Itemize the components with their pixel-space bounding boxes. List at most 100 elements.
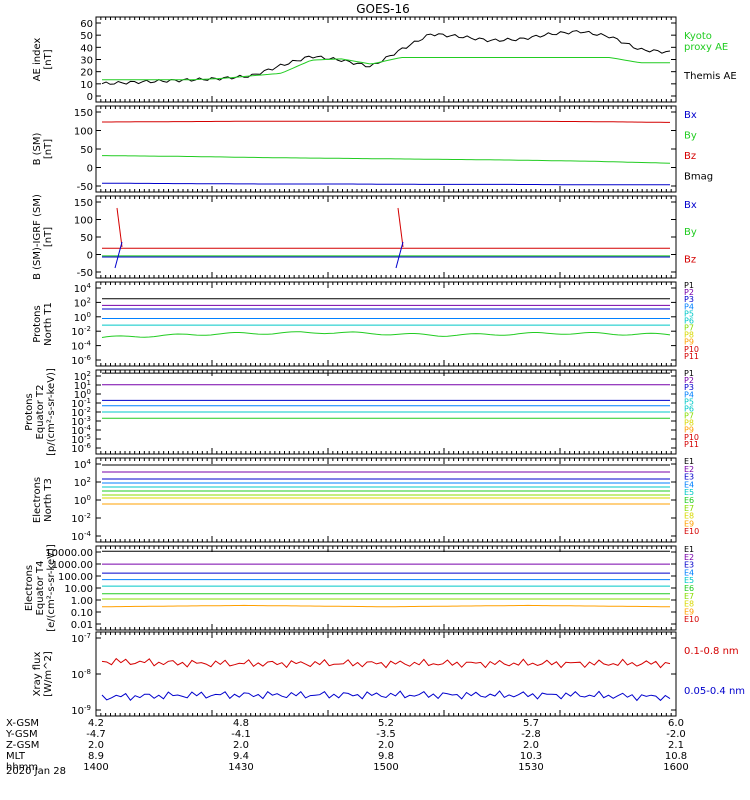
x-axis-tick-value: 2.0: [88, 740, 104, 751]
y-tick-label: 10-9: [71, 704, 91, 717]
y-tick-label: 50: [80, 145, 93, 156]
x-axis-row-label: Z-GSM: [6, 740, 39, 751]
legend-entry: E8: [684, 600, 694, 609]
x-axis-tick-value: 1600: [663, 762, 688, 773]
legend-entry: P1: [684, 369, 694, 378]
y-tick-label: 104: [74, 458, 92, 471]
x-axis-row-label: MLT: [6, 751, 26, 762]
legend-entry: P4: [684, 390, 694, 399]
y-axis-label: B (SM)[nT]: [32, 132, 54, 165]
x-axis-tick-value: 1530: [518, 762, 543, 773]
legend-entry: E6: [684, 584, 694, 593]
x-axis-tick-value: 2.0: [233, 740, 249, 751]
legend-entry: P11: [684, 440, 699, 449]
legend-entry: E2: [684, 465, 694, 474]
y-tick-label: 102: [74, 296, 91, 309]
series-line-by: [102, 155, 671, 164]
legend-entry: E3: [684, 473, 694, 482]
panel-xray: 10-7 10-8 10-9 Xray flux[W/m^2] 0.1-0.8 nm 0.…: [32, 631, 745, 717]
y-tick-label: 10-4: [71, 424, 91, 437]
y-axis-label: ProtonsEquator T2[p/(cm²-s-sr-keV)]: [24, 368, 57, 456]
legend-entry: E2: [684, 553, 694, 562]
y-tick-label: 10-6: [71, 354, 91, 367]
legend-entry: P3: [684, 383, 694, 392]
date-label: 2020 Jan 28: [6, 766, 66, 777]
y-tick-label: 10000.00: [45, 548, 93, 559]
legend-entry: Themis AE: [683, 71, 737, 82]
legend-entry: P8: [684, 419, 694, 428]
series-line-e8: [102, 604, 670, 608]
x-axis-table: X-GSMY-GSMZ-GSMMLThhmm4.2-4.72.08.914004…: [5, 718, 689, 773]
y-tick-label: 0: [87, 92, 93, 103]
x-axis-tick-value: 1400: [83, 762, 108, 773]
series-line-0-1-0-8-nm: [101, 657, 671, 669]
y-tick-label: 10-4: [71, 340, 91, 353]
legend-entry: E10: [684, 527, 699, 536]
x-axis-tick-value: 5.2: [378, 718, 394, 729]
y-tick-label: 10-6: [71, 442, 91, 455]
legend-entry: P4: [684, 302, 694, 311]
legend-entry: Bz: [684, 254, 696, 265]
panel-et3: 104 102 100 10-2 10-4 ElectronsNorth T3 E1E2E3…: [32, 457, 699, 543]
legend-entry: E7: [684, 592, 694, 601]
x-axis-tick-value: 4.2: [88, 718, 104, 729]
x-axis-tick-value: 2.1: [668, 740, 684, 751]
panel-frame: [95, 457, 677, 543]
y-tick-label: 10-2: [71, 406, 91, 419]
panel-frame: [95, 105, 677, 193]
legend-entry: E7: [684, 504, 694, 513]
y-tick-label: 10-8: [71, 668, 91, 681]
y-tick-label: 10-3: [71, 415, 91, 428]
legend-entry: P7: [684, 412, 694, 421]
legend-entry: proxy AE: [684, 42, 728, 53]
panel-frame: [95, 195, 677, 279]
legend-entry: Bx: [684, 110, 697, 121]
plot-title: GOES-16: [356, 2, 410, 16]
panel-frame: [95, 631, 677, 717]
legend-entry: P9: [684, 426, 694, 435]
legend-entry: Kyoto: [684, 31, 712, 42]
legend-entry: E8: [684, 512, 694, 521]
legend-entry: P8: [684, 331, 694, 340]
legend-entry: E5: [684, 488, 694, 497]
x-axis-row-label: hhmm: [6, 762, 38, 773]
legend-entry: P9: [684, 338, 694, 347]
x-axis-tick-value: 9.4: [233, 751, 249, 762]
legend-entry: P3: [684, 295, 694, 304]
legend-entry: E9: [684, 607, 694, 616]
legend-entry: E3: [684, 561, 694, 570]
legend-entry: 0.05-0.4 nm: [684, 686, 745, 697]
legend-entry: P7: [684, 324, 694, 333]
y-tick-label: 30: [80, 56, 93, 67]
x-axis-tick-value: 2.0: [523, 740, 539, 751]
y-axis-label: ProtonsNorth T1: [32, 302, 54, 346]
legend-entry: Bmag: [684, 172, 713, 183]
legend-entry: P1: [684, 281, 694, 290]
x-axis-row-label: X-GSM: [6, 718, 39, 729]
y-axis-label: ElectronsNorth T3: [32, 477, 54, 523]
legend-entry: 0.1-0.8 nm: [684, 646, 739, 657]
x-axis-tick-value: -4.7: [86, 729, 106, 740]
legend-entry: E9: [684, 519, 694, 528]
series-line-proxy-ae: [102, 57, 670, 81]
y-tick-label: 0: [87, 251, 93, 262]
x-axis-tick-value: 2.0: [378, 740, 394, 751]
series-line-0-05-0-4-nm: [101, 690, 671, 702]
y-axis-label: Xray flux[W/m^2]: [32, 651, 54, 697]
legend-entry: P6: [684, 316, 694, 325]
y-tick-label: 150: [74, 198, 93, 209]
x-axis-tick-value: 6.0: [668, 718, 684, 729]
legend-entry: P2: [684, 288, 694, 297]
y-tick-label: 10: [80, 80, 93, 91]
legend-entry: E5: [684, 576, 694, 585]
x-axis-tick-value: 5.7: [523, 718, 539, 729]
y-tick-label: 10-2: [71, 325, 91, 338]
legend-entry: E4: [684, 480, 694, 489]
y-tick-label: 20: [80, 68, 93, 79]
y-axis-label: ElectronsEquator T4[e/(cm²-s-sr-keV)]: [24, 544, 57, 632]
y-tick-label: 50: [80, 31, 93, 42]
